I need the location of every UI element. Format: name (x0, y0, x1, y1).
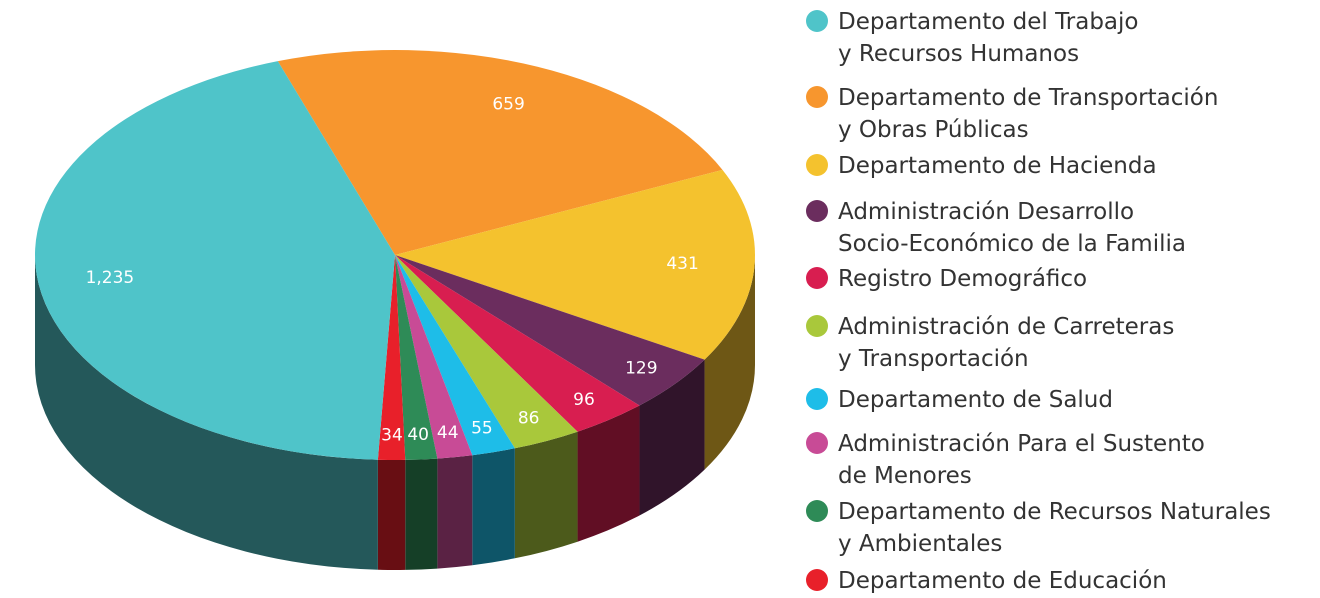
legend-swatch (806, 200, 828, 222)
legend-swatch (806, 267, 828, 289)
pie-side (405, 458, 438, 570)
pie-side (704, 255, 755, 470)
pie-side (514, 431, 578, 559)
legend-label: Departamento del Trabajo y Recursos Huma… (838, 9, 1139, 67)
legend-label: Departamento de Educación (838, 568, 1167, 594)
legend-entry: Administración Desarrollo Socio-Económic… (806, 196, 1186, 260)
pie-side (639, 359, 705, 516)
pie-slice (377, 255, 406, 460)
legend-entry: Administración Para el Sustento de Menor… (806, 428, 1205, 492)
legend-label: Administración Para el Sustento de Menor… (838, 431, 1205, 489)
value-label: 1,235 (86, 268, 135, 288)
legend-swatch (806, 388, 828, 410)
value-label: 44 (437, 423, 459, 443)
value-label: 659 (492, 94, 524, 114)
pie-side (35, 255, 378, 570)
value-label: 34 (381, 425, 403, 445)
pie-slice (395, 255, 438, 460)
legend-swatch (806, 500, 828, 522)
value-label: 431 (666, 254, 698, 274)
pie-slice (395, 255, 578, 449)
value-label: 86 (518, 409, 540, 429)
legend-swatch (806, 315, 828, 337)
pie-tops (34, 50, 756, 460)
legend-swatch (806, 10, 828, 32)
pie-slice (395, 255, 473, 459)
legend-label: Departamento de Transportación y Obras P… (838, 85, 1219, 143)
legend-entry: Departamento de Educación (806, 565, 1167, 597)
legend-label: Departamento de Salud (838, 387, 1113, 413)
legend-swatch (806, 86, 828, 108)
legend-label: Administración Desarrollo Socio-Económic… (838, 199, 1186, 257)
pie-slice (395, 169, 756, 360)
pie-slice (395, 255, 705, 406)
value-label: 40 (407, 425, 429, 445)
legend-label: Registro Demográfico (838, 266, 1088, 292)
legend-label: Departamento de Recursos Naturales y Amb… (838, 499, 1271, 557)
pie-side (577, 405, 640, 542)
legend-swatch (806, 432, 828, 454)
pie-side (472, 448, 515, 566)
legend-entry: Registro Demográfico (806, 263, 1087, 295)
legend-entry: Departamento de Transportación y Obras P… (806, 82, 1218, 146)
pie-slice (34, 61, 395, 460)
legend-label: Administración de Carreteras y Transport… (838, 314, 1175, 372)
legend-entry: Administración de Carreteras y Transport… (806, 311, 1174, 375)
pie-slice (395, 255, 640, 432)
legend-entry: Departamento de Recursos Naturales y Amb… (806, 496, 1271, 560)
pie-sides (35, 255, 755, 570)
legend-entry: Departamento del Trabajo y Recursos Huma… (806, 6, 1138, 70)
pie-side (437, 455, 473, 569)
value-label: 55 (471, 418, 493, 438)
legend-swatch (806, 154, 828, 176)
legend-swatch (806, 569, 828, 591)
value-label: 129 (625, 358, 657, 378)
pie-slice (395, 255, 515, 456)
pie-slice (277, 50, 723, 255)
legend-entry: Departamento de Salud (806, 384, 1113, 416)
legend-label: Departamento de Hacienda (838, 153, 1157, 179)
value-label: 96 (573, 390, 595, 410)
pie-side (377, 459, 406, 570)
legend-entry: Departamento de Hacienda (806, 150, 1157, 182)
